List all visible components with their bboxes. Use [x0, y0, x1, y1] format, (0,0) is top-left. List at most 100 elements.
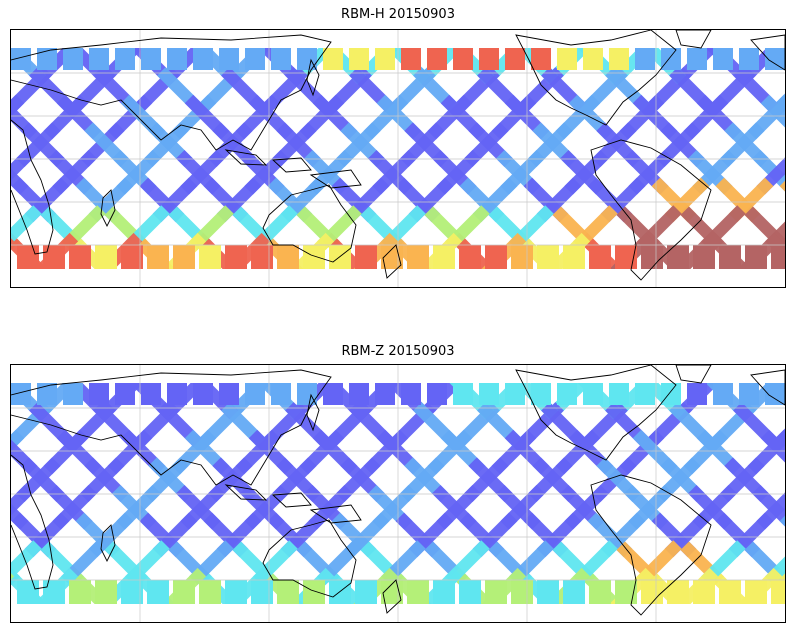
polar-band-cell	[147, 580, 169, 604]
polar-band-cell	[271, 383, 291, 405]
polar-band-cell	[609, 48, 629, 70]
swath-layer	[11, 48, 785, 269]
swath-segment	[52, 485, 97, 530]
polar-band-cell	[349, 383, 369, 405]
coastline-layer	[11, 30, 785, 281]
swath-segment	[632, 429, 678, 475]
polar-band-cell	[375, 383, 395, 405]
polar-band-cell	[635, 383, 655, 405]
swath-segment	[216, 512, 262, 558]
polar-band-cell	[511, 580, 533, 604]
swath-segment	[61, 205, 106, 250]
polar-band-cell	[537, 580, 559, 604]
polar-band-cell	[739, 383, 759, 405]
swath-segment	[11, 104, 38, 140]
swath-segment	[276, 457, 321, 502]
polar-band-cell	[225, 580, 247, 604]
swath-segment	[29, 67, 74, 112]
polar-band-cell	[323, 383, 343, 405]
coastline	[100, 189, 116, 228]
polar-band-cell	[225, 245, 247, 269]
swath-segment	[404, 457, 449, 502]
swath-segment	[212, 457, 257, 502]
swath-segment	[189, 540, 234, 585]
swath-segment	[536, 177, 582, 223]
polar-band-cell	[433, 245, 455, 269]
swath-segment	[628, 150, 673, 195]
swath-segment	[381, 205, 426, 250]
swath-segment	[628, 485, 673, 530]
swath-segment	[724, 122, 769, 167]
swath-segment	[376, 94, 422, 140]
polar-band-cell	[193, 383, 213, 405]
polar-band-cell	[739, 48, 759, 70]
swath-segment	[93, 67, 138, 112]
coastline	[750, 34, 785, 71]
swath-segment	[276, 122, 321, 167]
swath-segment	[344, 512, 390, 558]
coastline	[590, 474, 712, 616]
coastline	[224, 149, 268, 166]
swath-segment	[436, 150, 481, 195]
swath-segment	[600, 177, 646, 223]
polar-band-cell	[765, 383, 785, 405]
polar-band-cell	[43, 245, 65, 269]
swath-segment	[221, 402, 266, 447]
polar-band-cell	[63, 383, 83, 405]
swath-segment	[29, 402, 74, 447]
swath-segment	[692, 150, 737, 195]
swath-segment	[696, 429, 742, 475]
swath-segment	[509, 540, 554, 585]
polar-band-cell	[459, 580, 481, 604]
swath-segment	[212, 122, 257, 167]
swath-segment	[669, 402, 714, 447]
swath-segment	[312, 429, 358, 475]
polar-band-cell	[323, 48, 343, 70]
swath-segment	[125, 205, 170, 250]
coastline	[675, 365, 712, 384]
swath-segment	[189, 205, 234, 250]
swath-segment	[340, 122, 385, 167]
panel-title-rbm-h: RBM-H 20150903	[341, 7, 455, 22]
swath-segment	[760, 94, 785, 128]
swath-segment	[152, 177, 198, 223]
polar-band-cell	[297, 383, 317, 405]
swath-segment	[756, 157, 785, 195]
polar-band-cell	[667, 245, 689, 269]
swath-segment	[180, 150, 225, 195]
coastline	[11, 119, 54, 255]
graticule	[11, 30, 785, 287]
polar-band-cell	[557, 383, 577, 405]
swath-segment	[116, 150, 161, 195]
polar-band-cell	[765, 48, 785, 70]
polar-band-cell	[505, 383, 525, 405]
polar-band-cell	[583, 48, 603, 70]
swath-segment	[500, 485, 545, 530]
polar-band-cell	[407, 580, 429, 604]
swath-layer	[11, 383, 785, 604]
swath-segment	[11, 150, 33, 181]
polar-band-cell	[277, 580, 299, 604]
polar-band-cell	[453, 48, 473, 70]
polar-band-cell	[563, 580, 585, 604]
polar-band-cell	[485, 580, 507, 604]
swath-segment	[344, 177, 390, 223]
swath-segment	[285, 67, 330, 112]
polar-band-cell	[245, 383, 265, 405]
polar-band-cell	[479, 383, 499, 405]
swath-segment	[728, 177, 774, 223]
swath-segment	[84, 457, 129, 502]
swath-segment	[637, 205, 682, 250]
swath-segment	[93, 402, 138, 447]
polar-band-cell	[427, 383, 447, 405]
swath-segment	[477, 67, 522, 112]
coastline	[262, 519, 357, 598]
swath-segment	[20, 457, 65, 502]
swath-segment	[760, 429, 785, 463]
swath-segment	[317, 205, 362, 250]
polar-band-cell	[693, 245, 715, 269]
polar-band-cell	[199, 245, 221, 269]
swath-segment	[216, 177, 262, 223]
polar-band-cell	[485, 245, 507, 269]
swath-segment	[664, 512, 710, 558]
